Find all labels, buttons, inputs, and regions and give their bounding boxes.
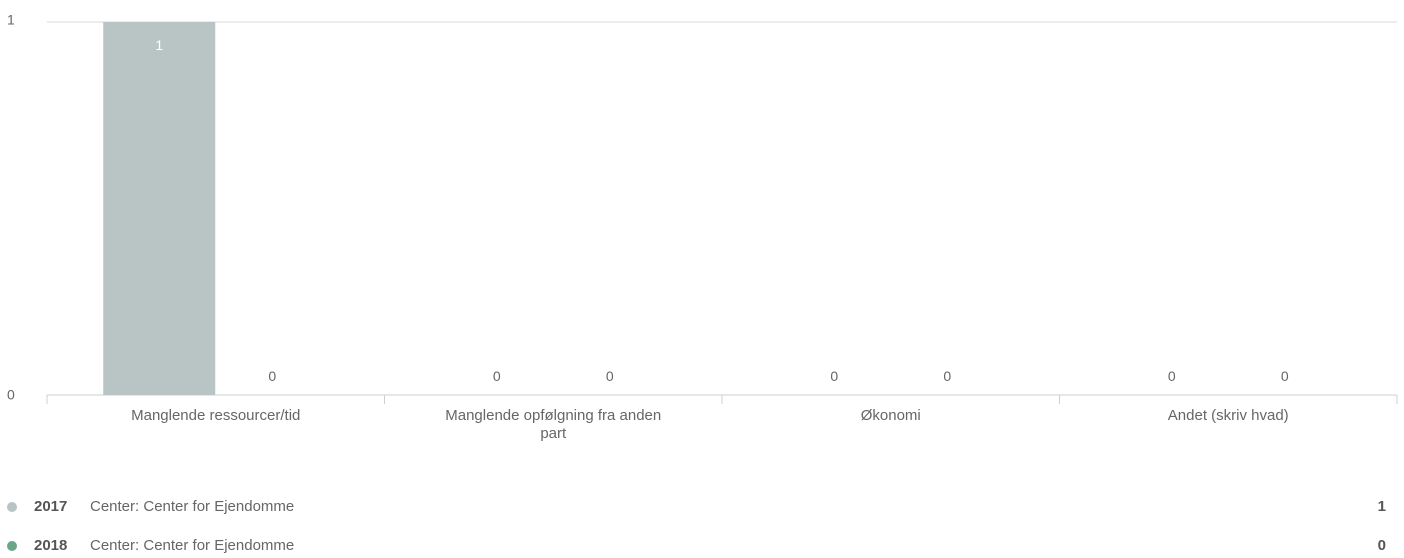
y-tick-label: 0: [7, 387, 15, 403]
x-category-label: Manglende opfølgning fra anden part: [445, 407, 661, 442]
data-label: 0: [606, 368, 614, 384]
data-label: 0: [1281, 368, 1289, 384]
legend-year: 2018: [34, 537, 68, 554]
x-category-label: Manglende ressourcer/tid: [131, 407, 300, 424]
legend-total: 1: [1377, 498, 1386, 515]
data-label: 0: [493, 368, 501, 384]
data-label: 0: [943, 368, 951, 384]
data-label: 1: [155, 37, 163, 53]
data-label: 0: [830, 368, 838, 384]
legend-label: Center: Center for Ejendomme: [90, 498, 295, 515]
x-category-label: Økonomi: [861, 407, 921, 424]
legend-total: 0: [1377, 537, 1386, 554]
legend-label: Center: Center for Ejendomme: [90, 537, 295, 554]
x-category-label: Andet (skriv hvad): [1168, 407, 1289, 424]
bar: [103, 22, 216, 395]
bar-chart: 0 1 Manglende ressourcer/tid 1 0 Manglende op…: [7, 12, 1398, 442]
y-tick-label: 1: [7, 12, 15, 28]
data-label: 0: [1168, 368, 1176, 384]
data-label: 0: [268, 368, 276, 384]
legend-item-2017[interactable]: 2017 Center: Center for Ejendomme 1: [0, 497, 1404, 519]
legend-item-2018[interactable]: 2018 Center: Center for Ejendomme 0: [0, 536, 1404, 558]
legend-dot-2018: [7, 541, 17, 551]
legend-year: 2017: [34, 498, 68, 515]
legend-dot-2017: [7, 502, 17, 512]
